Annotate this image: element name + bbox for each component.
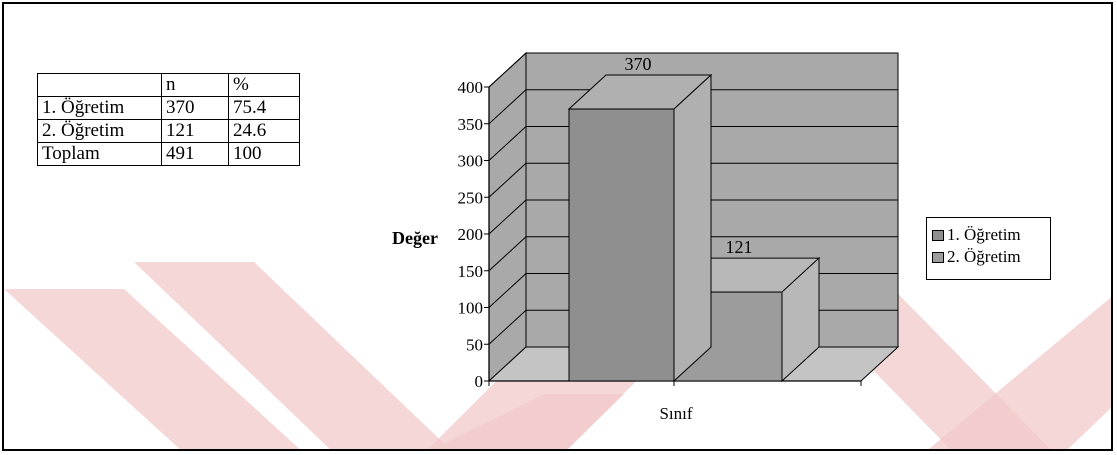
table-row: 2. Öğretim 121 24.6 [37, 119, 300, 143]
legend-label: 2. Öğretim [947, 247, 1021, 266]
frequency-table: n% 1. Öğretim 370 75.4 2. Öğretim 121 24.6 Topl… [37, 73, 300, 166]
data-label: 370 [625, 54, 652, 74]
y-tick-label: 150 [458, 262, 484, 281]
table-header-row: n% [37, 73, 300, 97]
table-cell: 1. Öğretim [37, 96, 162, 120]
y-tick-label: 50 [466, 335, 483, 354]
legend-swatch [932, 251, 944, 263]
y-tick-label: 250 [458, 188, 484, 207]
y-tick-label: 200 [458, 225, 484, 244]
bar-chart: 0 50 100 150 200 250 300 350 400 370 121 Değer Sınıf [392, 51, 900, 423]
y-tick-label: 0 [475, 372, 484, 391]
table-cell: 2. Öğretim [37, 119, 162, 143]
table-cell: 491 [161, 142, 229, 166]
y-tick-label: 400 [458, 78, 484, 97]
y-tick-label: 100 [458, 299, 484, 318]
y-tick-label: 350 [458, 115, 484, 134]
gridline [488, 52, 898, 88]
y-tick-label: 300 [458, 152, 484, 171]
table-cell: 370 [161, 96, 229, 120]
data-label: 121 [726, 237, 753, 257]
gridline [488, 89, 898, 125]
gridline [488, 126, 898, 161]
legend-swatch [932, 229, 944, 241]
bar-side [673, 73, 712, 383]
watermark-stripe [134, 262, 450, 449]
x-axis-title: Sınıf [659, 404, 692, 423]
watermark-stripe [4, 289, 300, 449]
gridline [488, 236, 898, 272]
table-row: 1. Öğretim 370 75.4 [37, 96, 300, 120]
table-cell: Toplam [37, 142, 162, 166]
legend-item: 2. Öğretim [927, 246, 1050, 268]
watermark-stripe [928, 297, 1111, 449]
gridline [488, 162, 898, 198]
table-body: n% 1. Öğretim 370 75.4 2. Öğretim 121 24.6 Topl… [37, 73, 300, 166]
table-cell: 75.4 [228, 96, 300, 120]
legend-label: 1. Öğretim [947, 225, 1021, 244]
table-row: Toplam 491 100 [37, 142, 300, 166]
bar [568, 108, 675, 382]
gridline [488, 199, 898, 235]
chart-legend: 1. Öğretim 2. Öğretim [926, 217, 1051, 280]
table-header-cell [37, 73, 162, 97]
y-axis-title: Değer [392, 228, 438, 248]
table-cell: 100 [228, 142, 300, 166]
legend-item: 1. Öğretim [927, 224, 1050, 246]
